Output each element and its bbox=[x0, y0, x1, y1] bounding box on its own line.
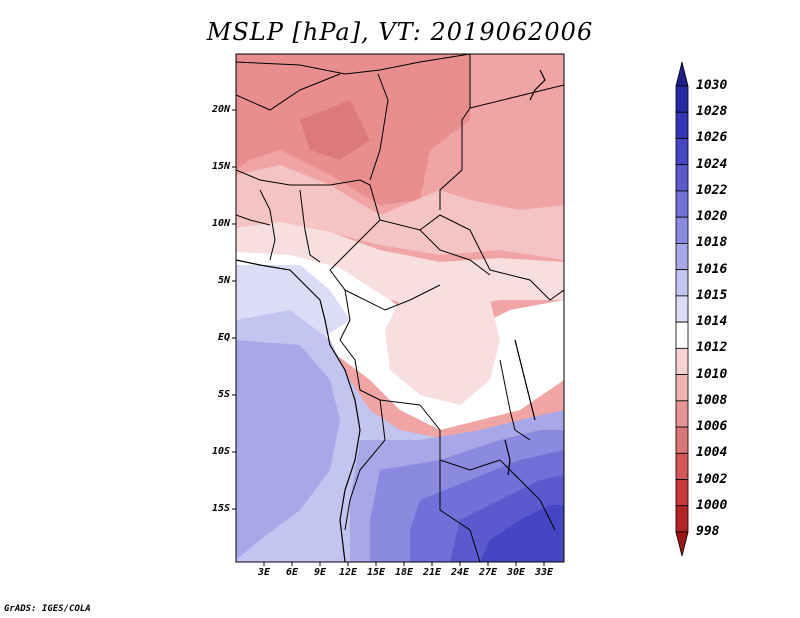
axis-ticks bbox=[232, 109, 545, 566]
colorbar-swatch bbox=[675, 531, 689, 557]
lat-label: 10N bbox=[211, 218, 230, 229]
field-1018-ocean bbox=[236, 340, 340, 560]
colorbar-swatch bbox=[675, 295, 689, 323]
map-frame bbox=[235, 53, 565, 563]
lon-label: 12E bbox=[338, 567, 358, 578]
colorbar-level-label: 1004 bbox=[696, 445, 728, 461]
field-1012 bbox=[236, 222, 564, 310]
colorbar-level-label: 1030 bbox=[696, 78, 728, 93]
colorbar-swatch bbox=[675, 216, 689, 244]
colorbar-level-label: 1022 bbox=[696, 182, 728, 198]
pressure-field bbox=[236, 54, 564, 562]
colorbar-level-label: 1006 bbox=[696, 419, 728, 435]
lon-label: 18E bbox=[394, 567, 414, 578]
colorbar-swatch bbox=[675, 426, 689, 454]
lon-label: 30E bbox=[506, 567, 526, 578]
colorbar-swatch bbox=[675, 85, 689, 113]
lat-label: 5N bbox=[217, 275, 230, 286]
colorbar-level-label: 998 bbox=[696, 524, 720, 539]
colorbar-level-label: 1026 bbox=[696, 130, 728, 146]
colorbar-swatch bbox=[675, 138, 689, 166]
colorbar-swatch bbox=[675, 190, 689, 218]
colorbar-swatch bbox=[675, 347, 689, 375]
lon-label: 15E bbox=[366, 567, 386, 578]
colorbar-swatch bbox=[675, 479, 689, 507]
field-1010 bbox=[236, 165, 564, 260]
political-borders bbox=[236, 54, 564, 562]
field-1012-basin bbox=[385, 285, 500, 405]
colorbar-level-label: 1002 bbox=[696, 471, 728, 487]
lon-label: 27E bbox=[478, 567, 498, 578]
lon-label: 9E bbox=[313, 567, 327, 578]
colorbar-level-label: 1000 bbox=[696, 497, 728, 513]
colorbar-swatch bbox=[675, 269, 689, 297]
colorbar bbox=[675, 61, 689, 557]
colorbar-level-label: 1015 bbox=[696, 287, 728, 303]
lat-label: 5S bbox=[217, 389, 230, 400]
lat-label: 15N bbox=[211, 161, 230, 172]
colorbar-swatch bbox=[675, 164, 689, 192]
colorbar-swatch bbox=[675, 61, 689, 87]
lon-label: 6E bbox=[285, 567, 299, 578]
lat-label: 15S bbox=[211, 503, 230, 514]
field-1026 bbox=[480, 505, 564, 562]
field-1004 bbox=[300, 100, 370, 160]
colorbar-level-label: 1008 bbox=[696, 392, 728, 408]
lat-label: 10S bbox=[211, 446, 230, 457]
lon-label: 3E bbox=[257, 567, 271, 578]
colorbar-swatch bbox=[675, 374, 689, 402]
colorbar-swatch bbox=[675, 505, 689, 533]
colorbar-level-label: 1024 bbox=[696, 156, 728, 172]
colorbar-level-label: 1020 bbox=[696, 209, 728, 225]
colorbar-swatch bbox=[675, 111, 689, 139]
colorbar-swatch bbox=[675, 243, 689, 271]
lat-label: 20N bbox=[211, 104, 230, 115]
colorbar-level-label: 1018 bbox=[696, 235, 728, 251]
lon-label: 33E bbox=[534, 567, 554, 578]
lon-label: 21E bbox=[422, 567, 442, 578]
lat-label: EQ bbox=[217, 332, 230, 343]
colorbar-swatch bbox=[675, 400, 689, 428]
map-title: MSLP [hPa], VT: 2019062006 bbox=[206, 18, 594, 46]
lon-label: 24E bbox=[450, 567, 470, 578]
colorbar-level-label: 1028 bbox=[696, 104, 728, 120]
colorbar-swatch bbox=[675, 321, 689, 349]
grads-credit: GrADS: IGES/COLA bbox=[4, 604, 91, 614]
colorbar-level-label: 1016 bbox=[696, 261, 728, 277]
colorbar-level-label: 1012 bbox=[696, 340, 728, 356]
colorbar-level-label: 1010 bbox=[696, 366, 728, 382]
colorbar-level-label: 1014 bbox=[696, 314, 728, 330]
coastline bbox=[236, 69, 546, 562]
colorbar-swatch bbox=[675, 452, 689, 480]
